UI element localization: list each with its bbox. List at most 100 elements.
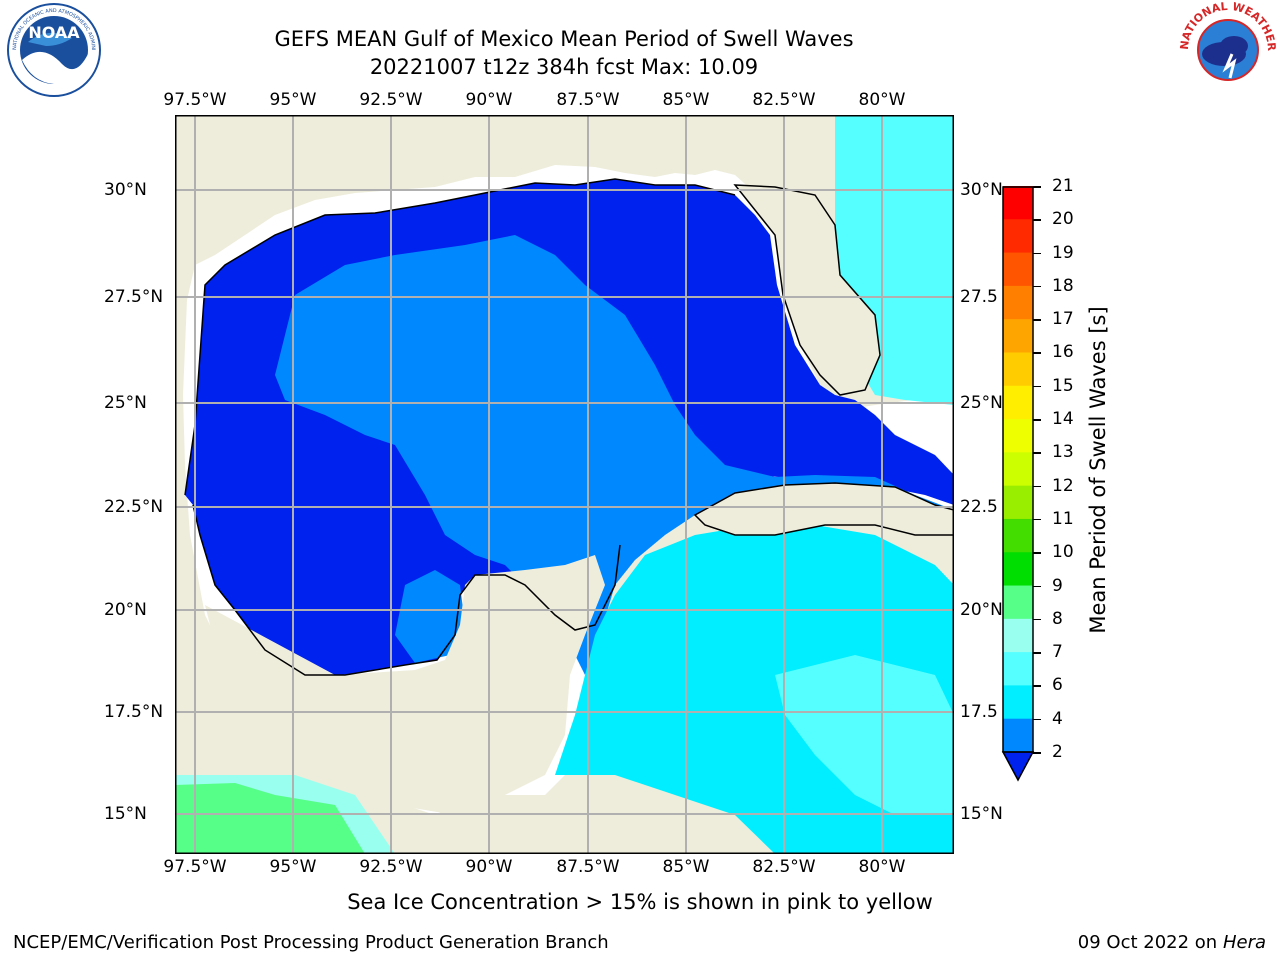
lat-label-left: 27.5°N: [104, 287, 164, 307]
colorbar-tick-mark: [1033, 219, 1041, 221]
lat-label-right: 20°N: [960, 600, 1003, 620]
coastline: [184, 178, 736, 496]
colorbar-segment: [1003, 685, 1033, 720]
footer-date: 09 Oct 2022 on: [1077, 932, 1223, 953]
lon-label-top: 85°W: [662, 90, 710, 110]
colorbar-tick-mark: [1033, 685, 1041, 687]
colorbar-tick-label: 18: [1052, 275, 1074, 296]
lon-label-bottom: 82.5°W: [752, 857, 816, 877]
lon-label-bottom: 95°W: [269, 857, 317, 877]
colorbar-tick-mark: [1033, 419, 1041, 421]
swell-region-mid-blue: [275, 235, 954, 675]
footer-host: Hera: [1222, 932, 1266, 953]
land-cuba: [693, 482, 954, 536]
colorbar-segment: [1003, 352, 1033, 387]
land-florida: [733, 184, 881, 396]
colorbar-segment: [1003, 385, 1033, 420]
colorbar: [1001, 186, 1035, 782]
colorbar-tick-mark: [1033, 618, 1041, 621]
colorbar-tick-label: 11: [1052, 508, 1074, 529]
colorbar-tick-label: 16: [1052, 342, 1074, 363]
colorbar-tick-mark: [1033, 285, 1041, 288]
colorbar-segment: [1003, 186, 1033, 220]
lat-label-right: 25°N: [960, 393, 1003, 413]
colorbar-segment: [1003, 518, 1033, 553]
colorbar-tick-label: 19: [1052, 242, 1074, 263]
colorbar-segment: [1003, 652, 1033, 686]
colorbar-segment: [1003, 319, 1033, 353]
colorbar-tick-mark: [1033, 452, 1041, 454]
map-frame: [175, 115, 954, 854]
lat-label-left: 30°N: [104, 180, 147, 200]
colorbar-tick-label: 7: [1052, 642, 1063, 663]
colorbar-tick-mark: [1033, 186, 1041, 188]
lat-label-right: 17.5: [960, 702, 998, 722]
colorbar-segment: [1003, 718, 1033, 753]
swell-region-light-cyan: [775, 655, 954, 815]
colorbar-tick-label: 12: [1052, 475, 1074, 496]
lon-label-top: 87.5°W: [556, 90, 620, 110]
swell-region-mid-blue-west: [395, 570, 465, 663]
lon-label-bottom: 90°W: [465, 857, 513, 877]
colorbar-tick-label: 2: [1052, 742, 1063, 762]
colorbar-tick-label: 14: [1052, 409, 1074, 430]
lat-label-right: 27.5: [960, 287, 998, 307]
colorbar-tick-label: 21: [1052, 176, 1074, 196]
colorbar-tick-mark: [1033, 752, 1041, 754]
lon-label-bottom: 87.5°W: [556, 857, 620, 877]
colorbar-tick-label: 10: [1052, 542, 1074, 563]
colorbar-tick-label: 8: [1052, 608, 1063, 629]
lat-label-left: 20°N: [104, 600, 147, 620]
colorbar-tick-mark: [1033, 352, 1041, 354]
lat-label-left: 25°N: [104, 393, 147, 413]
lon-label-bottom: 92.5°W: [359, 857, 423, 877]
colorbar-segment: [1003, 552, 1033, 587]
colorbar-segment: [1003, 585, 1033, 620]
colorbar-tick-label: 4: [1052, 708, 1063, 729]
lat-label-left: 22.5°N: [104, 497, 164, 517]
colorbar-tick-label: 13: [1052, 442, 1074, 463]
lat-label-left: 17.5°N: [104, 702, 164, 722]
lon-label-bottom: 97.5°W: [163, 857, 227, 877]
colorbar-tick-label: 17: [1052, 309, 1074, 330]
lon-label-top: 82.5°W: [752, 90, 816, 110]
colorbar-label: Mean Period of Swell Waves [s]: [1086, 306, 1110, 634]
nws-logo: NATIONAL WEATHER SERVICE: [1176, 2, 1278, 96]
swell-region-pacific-green: [175, 783, 365, 854]
noaa-logo-text: NOAA: [28, 23, 80, 42]
sea-ice-note: Sea Ice Concentration > 15% is shown in …: [347, 890, 933, 914]
colorbar-tick-mark: [1033, 585, 1041, 588]
colorbar-tick-label: 15: [1052, 375, 1074, 396]
footer-left: NCEP/EMC/Verification Post Processing Pr…: [13, 932, 609, 953]
colorbar-tick-mark: [1033, 252, 1041, 255]
colorbar-segment: [1003, 285, 1033, 320]
lon-label-top: 80°W: [858, 90, 906, 110]
colorbar-tick-mark: [1033, 552, 1041, 554]
colorbar-segment: [1003, 252, 1033, 287]
lon-label-top: 97.5°W: [163, 90, 227, 110]
footer-right: 09 Oct 2022 on Hera: [1078, 932, 1266, 953]
lat-label-left: 15°N: [104, 804, 147, 824]
lon-label-top: 95°W: [269, 90, 317, 110]
colorbar-tick-mark: [1033, 718, 1041, 721]
land-yucatan: [205, 555, 605, 815]
colorbar-tick-label: 20: [1052, 209, 1074, 230]
lon-label-top: 90°W: [465, 90, 513, 110]
colorbar-tick-mark: [1033, 518, 1041, 521]
lat-label-right: 22.5: [960, 497, 998, 517]
lat-label-right: 30°N: [960, 180, 1003, 200]
colorbar-segment: [1003, 618, 1033, 653]
colorbar-tick-mark: [1033, 319, 1041, 321]
lon-label-top: 92.5°W: [359, 90, 423, 110]
colorbar-extend-triangle: [1001, 751, 1035, 782]
noaa-logo: NOAA NATIONAL OCEANIC AND ATMOSPHERIC AD…: [2, 2, 101, 97]
colorbar-segment: [1003, 485, 1033, 520]
title-line-2: 20221007 t12z 384h fcst Max: 10.09: [369, 55, 759, 79]
colorbar-frame: [1002, 186, 1034, 753]
colorbar-tick-mark: [1033, 652, 1041, 654]
lon-label-bottom: 85°W: [662, 857, 710, 877]
colorbar-tick-label: 9: [1052, 575, 1063, 596]
title-line-1: GEFS MEAN Gulf of Mexico Mean Period of …: [274, 27, 854, 51]
lon-label-bottom: 80°W: [858, 857, 906, 877]
colorbar-tick-mark: [1033, 485, 1041, 488]
